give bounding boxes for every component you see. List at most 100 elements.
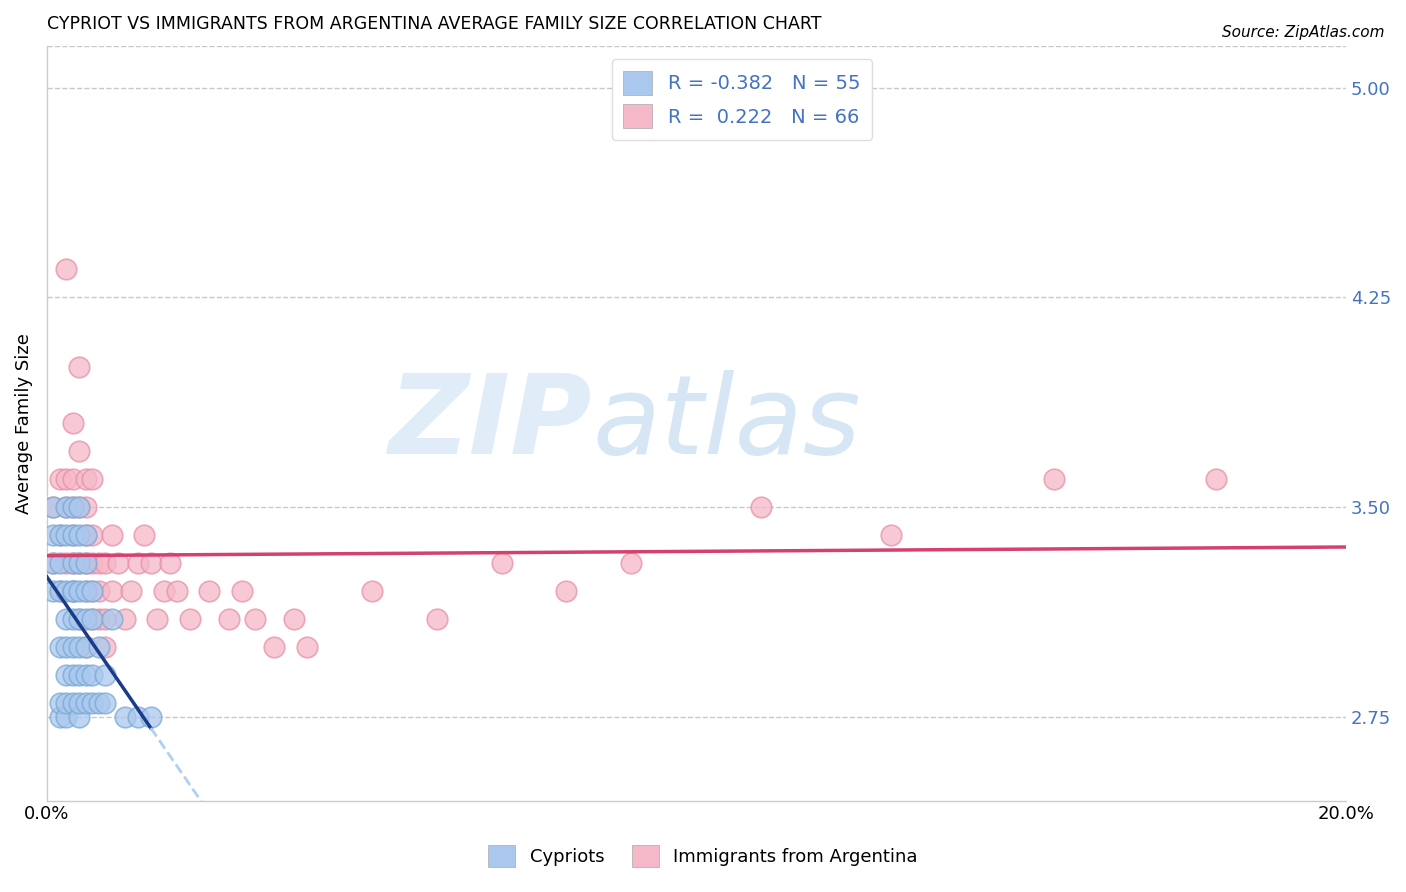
Point: [49, 528, 72, 542]
Point: [75, 528, 97, 542]
Point: [55, 667, 77, 681]
Point: [75, 528, 97, 542]
Point: [67, 556, 90, 570]
Point: [75, 696, 97, 710]
Point: [94, 640, 117, 654]
Point: [62, 472, 84, 486]
Text: atlas: atlas: [592, 369, 860, 476]
Point: [101, 583, 124, 598]
Point: [67, 500, 90, 514]
Point: [94, 667, 117, 681]
Point: [55, 612, 77, 626]
Point: [75, 583, 97, 598]
Point: [62, 500, 84, 514]
Point: [55, 583, 77, 598]
Point: [82, 472, 104, 486]
Point: [231, 583, 253, 598]
Point: [62, 556, 84, 570]
Point: [75, 556, 97, 570]
Point: [62, 500, 84, 514]
Point: [127, 710, 149, 724]
Point: [62, 528, 84, 542]
Point: [82, 583, 104, 598]
Point: [55, 500, 77, 514]
Point: [134, 528, 156, 542]
Point: [67, 667, 90, 681]
Point: [62, 556, 84, 570]
Point: [75, 612, 97, 626]
Point: [491, 556, 513, 570]
Point: [42, 528, 65, 542]
Point: [360, 583, 382, 598]
Point: [146, 612, 169, 626]
Point: [555, 583, 578, 598]
Point: [67, 710, 90, 724]
Point: [62, 583, 84, 598]
Point: [75, 583, 97, 598]
Point: [243, 612, 266, 626]
Point: [67, 612, 90, 626]
Point: [75, 472, 97, 486]
Point: [42, 500, 65, 514]
Point: [179, 612, 201, 626]
Point: [127, 556, 149, 570]
Legend: Cypriots, Immigrants from Argentina: Cypriots, Immigrants from Argentina: [481, 838, 925, 874]
Point: [49, 583, 72, 598]
Point: [55, 472, 77, 486]
Point: [55, 528, 77, 542]
Point: [67, 444, 90, 458]
Point: [87, 612, 110, 626]
Point: [114, 612, 136, 626]
Point: [620, 556, 643, 570]
Point: [67, 556, 90, 570]
Point: [120, 583, 142, 598]
Point: [42, 500, 65, 514]
Point: [75, 640, 97, 654]
Point: [295, 640, 318, 654]
Point: [139, 710, 162, 724]
Point: [62, 416, 84, 430]
Point: [55, 262, 77, 277]
Point: [67, 696, 90, 710]
Point: [49, 528, 72, 542]
Point: [62, 583, 84, 598]
Point: [82, 528, 104, 542]
Y-axis label: Average Family Size: Average Family Size: [15, 333, 32, 514]
Point: [87, 556, 110, 570]
Point: [49, 472, 72, 486]
Point: [49, 696, 72, 710]
Point: [82, 612, 104, 626]
Point: [55, 556, 77, 570]
Point: [62, 696, 84, 710]
Point: [75, 667, 97, 681]
Point: [107, 556, 129, 570]
Point: [82, 667, 104, 681]
Point: [87, 583, 110, 598]
Point: [67, 612, 90, 626]
Point: [55, 696, 77, 710]
Point: [42, 556, 65, 570]
Point: [152, 583, 174, 598]
Point: [42, 556, 65, 570]
Point: [55, 500, 77, 514]
Point: [55, 710, 77, 724]
Point: [67, 528, 90, 542]
Point: [49, 583, 72, 598]
Point: [101, 612, 124, 626]
Point: [263, 640, 285, 654]
Point: [198, 583, 221, 598]
Point: [218, 612, 240, 626]
Point: [67, 583, 90, 598]
Point: [62, 667, 84, 681]
Point: [75, 640, 97, 654]
Point: [159, 556, 181, 570]
Point: [62, 640, 84, 654]
Point: [62, 528, 84, 542]
Point: [749, 500, 772, 514]
Point: [67, 500, 90, 514]
Point: [42, 583, 65, 598]
Point: [49, 556, 72, 570]
Point: [62, 612, 84, 626]
Point: [94, 696, 117, 710]
Point: [49, 640, 72, 654]
